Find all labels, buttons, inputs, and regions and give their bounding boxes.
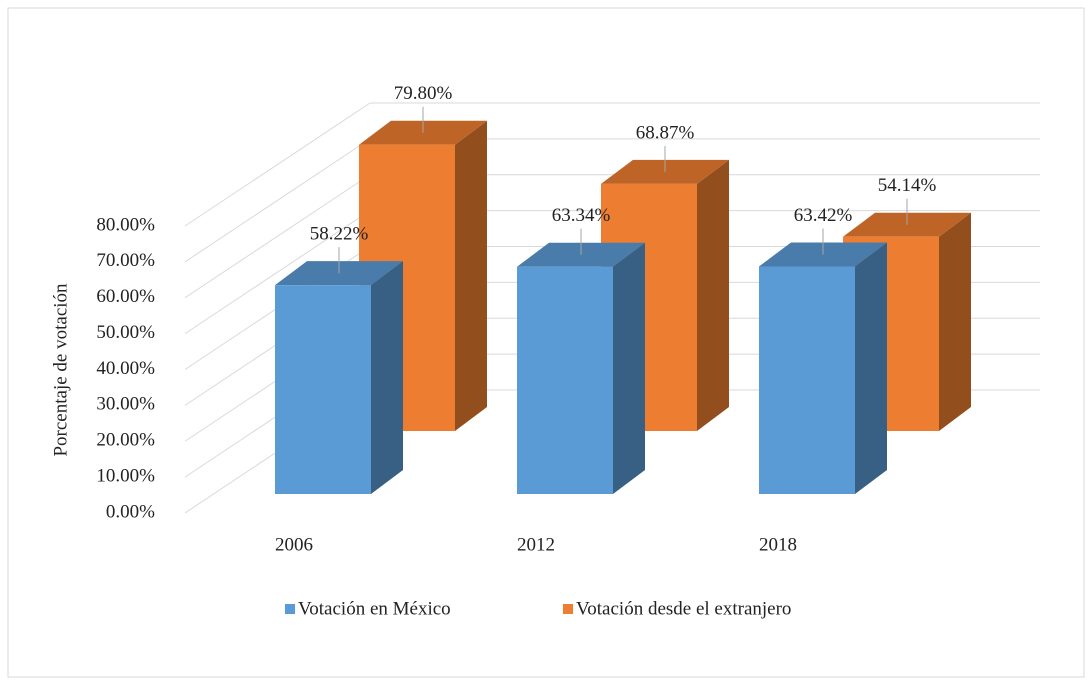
legend-label: Votación en México bbox=[298, 598, 451, 619]
y-tick-label: 40.00% bbox=[96, 358, 155, 379]
grid-line bbox=[184, 174, 371, 299]
x-tick-label: 2018 bbox=[759, 534, 797, 555]
bar-side bbox=[855, 242, 887, 494]
data-label: 68.87% bbox=[636, 122, 695, 143]
bar bbox=[275, 285, 371, 494]
y-tick-label: 50.00% bbox=[96, 322, 155, 343]
data-label: 54.14% bbox=[878, 175, 937, 196]
bar bbox=[517, 266, 613, 494]
bar-top bbox=[517, 242, 645, 267]
x-tick-label: 2006 bbox=[275, 534, 313, 555]
bar bbox=[759, 266, 855, 494]
data-label: 63.34% bbox=[552, 205, 611, 226]
grid-line bbox=[184, 102, 371, 227]
bar-side bbox=[697, 159, 729, 431]
legend-label: Votación desde el extranjero bbox=[576, 598, 791, 619]
grid-line bbox=[184, 138, 371, 263]
legend-swatch bbox=[285, 604, 295, 614]
x-tick-label: 2012 bbox=[517, 534, 555, 555]
grid-line bbox=[184, 210, 371, 335]
y-tick-label: 0.00% bbox=[106, 501, 155, 522]
bar-side bbox=[939, 212, 971, 431]
bar-side bbox=[371, 261, 403, 494]
y-tick-label: 10.00% bbox=[96, 465, 155, 486]
y-tick-label: 20.00% bbox=[96, 430, 155, 451]
data-label: 58.22% bbox=[310, 223, 369, 244]
y-tick-label: 30.00% bbox=[96, 394, 155, 415]
legend-swatch bbox=[563, 604, 573, 614]
data-label: 79.80% bbox=[394, 83, 453, 104]
y-tick-label: 70.00% bbox=[96, 250, 155, 271]
bar-side bbox=[455, 120, 487, 431]
bar-side bbox=[613, 242, 645, 494]
y-tick-label: 80.00% bbox=[96, 214, 155, 235]
data-label: 63.42% bbox=[794, 205, 853, 226]
y-axis-label: Porcentaje de votación bbox=[50, 283, 71, 457]
y-tick-label: 60.00% bbox=[96, 286, 155, 307]
